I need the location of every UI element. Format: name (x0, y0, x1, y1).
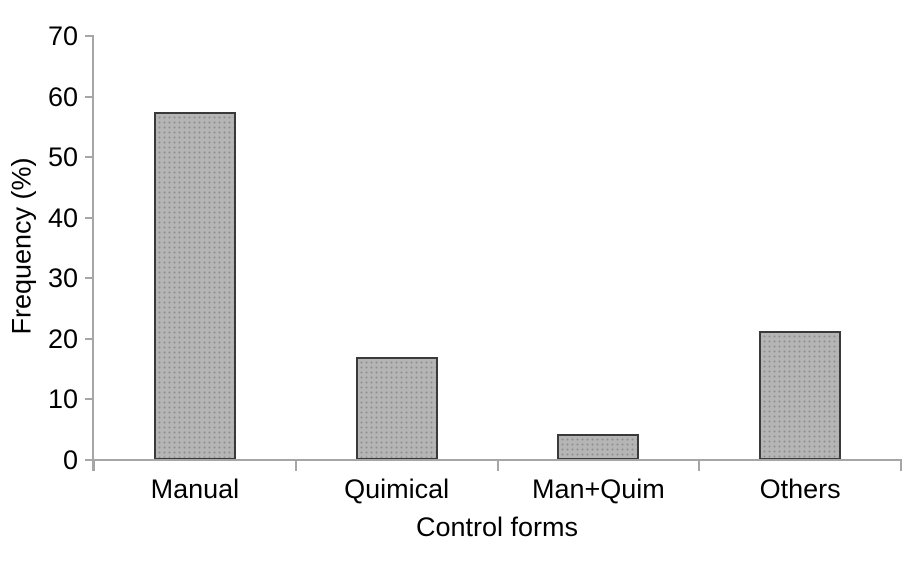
y-tick-label: 0 (62, 445, 78, 475)
y-axis-line (92, 36, 94, 471)
y-tick-label: 70 (47, 21, 78, 51)
bar-manual (154, 112, 236, 460)
x-tick-mark (93, 460, 95, 471)
y-tick-mark (85, 459, 94, 461)
y-axis-title: Frequency (%) (6, 157, 37, 335)
y-tick-label: 50 (47, 142, 78, 173)
y-tick-mark (85, 156, 94, 159)
x-tick-mark (294, 460, 297, 471)
bar-man-quim (557, 434, 639, 460)
y-tick-mark (85, 398, 94, 401)
bar-others (759, 331, 841, 460)
y-tick-mark (85, 277, 94, 280)
y-tick-label: 10 (47, 384, 78, 415)
y-tick-label: 60 (47, 81, 78, 112)
x-tick-mark (900, 460, 902, 471)
x-tick-mark (496, 460, 499, 471)
x-category-label-man-quim: Man+Quim (531, 474, 665, 504)
x-category-label-manual: Manual (150, 474, 240, 504)
y-tick-label: 30 (47, 263, 78, 294)
bar-quimical (356, 357, 438, 460)
x-category-label-others: Others (759, 474, 841, 504)
y-tick-mark (85, 35, 94, 37)
y-tick-mark (85, 95, 94, 98)
x-tick-mark (698, 460, 701, 471)
y-tick-label: 40 (47, 202, 78, 233)
y-tick-label: 20 (47, 323, 78, 354)
y-tick-mark (85, 337, 94, 340)
y-tick-mark (85, 216, 94, 219)
x-axis-title: Control forms (415, 512, 579, 542)
x-category-label-quimical: Quimical (344, 474, 450, 504)
